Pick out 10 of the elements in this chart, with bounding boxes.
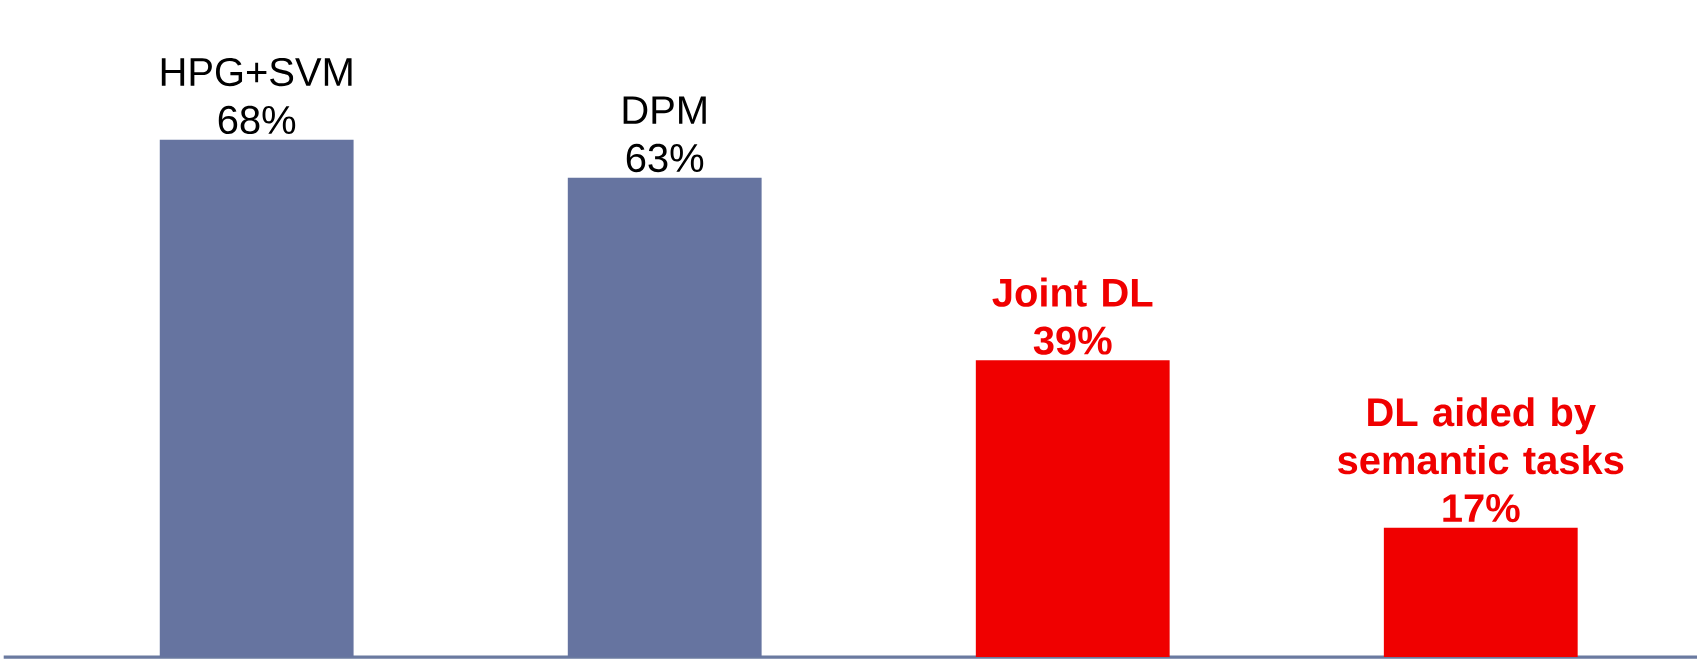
- data-label: 39%: [1033, 326, 1112, 355]
- x-tick-label: Joint DL: [992, 277, 1153, 307]
- data-label: 17%: [1443, 494, 1520, 523]
- bar: [1383, 527, 1578, 658]
- x-tick-label: DL aided by semantic tasks: [1337, 397, 1624, 475]
- bar: [975, 360, 1170, 658]
- data-label: 63%: [626, 143, 704, 173]
- x-tick-label: DPM: [623, 96, 706, 124]
- x-tick-label: HPG+SVM: [161, 57, 352, 87]
- data-label: 68%: [218, 105, 296, 135]
